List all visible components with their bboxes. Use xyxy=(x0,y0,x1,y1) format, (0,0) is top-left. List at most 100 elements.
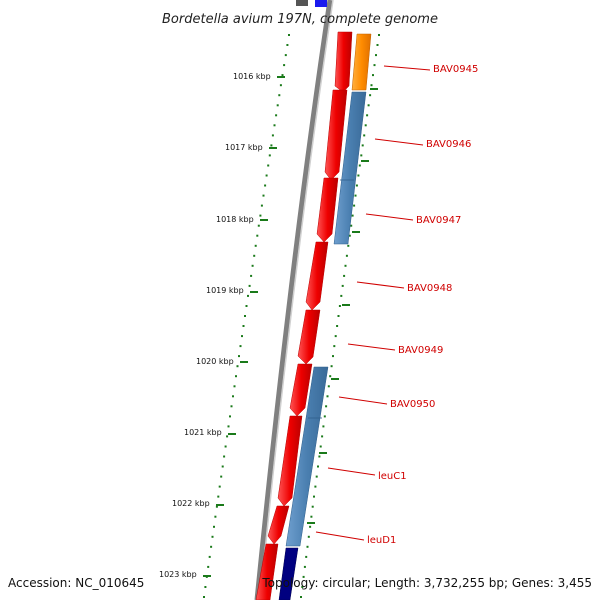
guide-dot xyxy=(218,485,221,488)
guide-dot xyxy=(360,154,363,157)
guide-dot xyxy=(363,134,366,137)
tick-mark xyxy=(342,304,350,306)
guide-dot xyxy=(264,184,267,187)
guide-dot xyxy=(333,345,336,348)
guide-dot xyxy=(330,365,333,368)
guide-dot xyxy=(310,515,313,518)
outer-dotted-ring xyxy=(203,34,290,598)
tick-label: 1022 kbp xyxy=(172,499,210,508)
guide-dot xyxy=(259,214,262,217)
guide-dot xyxy=(317,465,319,468)
guide-dot xyxy=(327,385,330,388)
kbp-ticks: 1016 kbp 1017 kbp 1018 kbp 1019 kbp 1020… xyxy=(159,72,285,579)
tick-mark xyxy=(260,219,268,221)
tick-mark xyxy=(307,522,315,524)
guide-dot xyxy=(322,425,325,428)
guide-dot xyxy=(260,204,263,207)
cds-track-forward xyxy=(255,31,353,600)
tick-label: 1021 kbp xyxy=(184,428,222,437)
tick-mark xyxy=(319,452,327,454)
guide-dot xyxy=(233,385,236,388)
guide-dot xyxy=(221,465,224,468)
guide-dot xyxy=(378,34,380,36)
guide-dot xyxy=(256,234,259,237)
cds-arrow-8 xyxy=(267,505,290,545)
guide-dot xyxy=(326,395,329,398)
guide-dot xyxy=(270,144,273,147)
guide-dot xyxy=(305,555,308,558)
tick-mark xyxy=(269,147,277,149)
tick-label: 1018 kbp xyxy=(216,215,254,224)
gene-label: BAV0946 xyxy=(426,139,471,150)
guide-dot xyxy=(208,555,211,558)
accession-text: Accession: NC_010645 xyxy=(8,576,144,590)
cds-arrow-9 xyxy=(255,543,279,600)
guide-dot xyxy=(302,575,305,578)
gene-label: leuD1 xyxy=(367,535,396,546)
guide-dot xyxy=(244,315,246,317)
guide-dot xyxy=(337,315,340,317)
guide-dot xyxy=(313,495,315,498)
cds-arrow-6 xyxy=(289,363,313,417)
tick-label: 1017 kbp xyxy=(225,143,263,152)
guide-dot xyxy=(215,505,218,508)
guide-dot xyxy=(214,515,217,518)
guide-dot xyxy=(351,214,354,217)
guide-dot xyxy=(229,415,231,418)
guide-dot xyxy=(350,224,353,227)
tick-mark xyxy=(361,160,369,162)
guide-dot xyxy=(257,224,260,227)
tick-mark xyxy=(216,504,224,506)
guide-dot xyxy=(247,294,249,297)
guide-dot xyxy=(268,154,271,157)
tick-label: 1019 kbp xyxy=(206,286,244,295)
feature-track xyxy=(278,33,372,600)
tick-label: 1020 kbp xyxy=(196,357,234,366)
cds-arrow-3 xyxy=(316,177,339,243)
guide-dot xyxy=(372,74,374,77)
guide-dot xyxy=(204,586,207,588)
gene-label: BAV0950 xyxy=(390,399,435,410)
feature-blue-2 xyxy=(285,366,329,547)
guide-dot xyxy=(238,355,240,358)
guide-dot xyxy=(210,545,213,548)
partial-feature-blue xyxy=(315,0,327,7)
guide-dot xyxy=(345,254,348,257)
guide-dot xyxy=(375,54,377,57)
guide-dot xyxy=(235,375,237,378)
guide-dot xyxy=(262,194,265,197)
guide-dot xyxy=(254,244,257,247)
guide-dot xyxy=(376,44,379,46)
cds-arrow-7 xyxy=(277,415,303,507)
tick-label: 1023 kbp xyxy=(159,570,197,579)
guide-dot xyxy=(300,596,302,598)
guide-dot xyxy=(318,455,321,458)
guide-dot xyxy=(213,525,215,528)
guide-dot xyxy=(283,64,286,67)
guide-dot xyxy=(366,114,369,117)
guide-dot xyxy=(207,565,210,568)
leader-line xyxy=(338,396,388,405)
gene-labels: BAV0945 BAV0946 BAV0947 BAV0948 BAV0949 … xyxy=(315,64,478,546)
tick-label: 1016 kbp xyxy=(233,72,271,81)
guide-dot xyxy=(245,305,248,307)
guide-dot xyxy=(314,485,317,488)
guide-dot xyxy=(275,114,278,117)
feature-blue-1 xyxy=(333,91,367,245)
guide-dot xyxy=(369,94,372,97)
tick-mark xyxy=(240,361,248,363)
gene-label: BAV0947 xyxy=(416,215,461,226)
guide-dot xyxy=(279,84,282,87)
guide-dot xyxy=(276,104,279,107)
guide-dot xyxy=(321,435,324,438)
gene-label: BAV0945 xyxy=(433,64,478,75)
guide-dot xyxy=(241,335,243,338)
tick-mark xyxy=(352,231,360,233)
leader-line xyxy=(356,281,405,289)
gene-label: BAV0948 xyxy=(407,283,452,294)
gene-label: BAV0949 xyxy=(398,345,443,356)
guide-dot xyxy=(347,244,350,247)
guide-dot xyxy=(309,525,312,528)
cds-arrow-5 xyxy=(297,309,321,365)
